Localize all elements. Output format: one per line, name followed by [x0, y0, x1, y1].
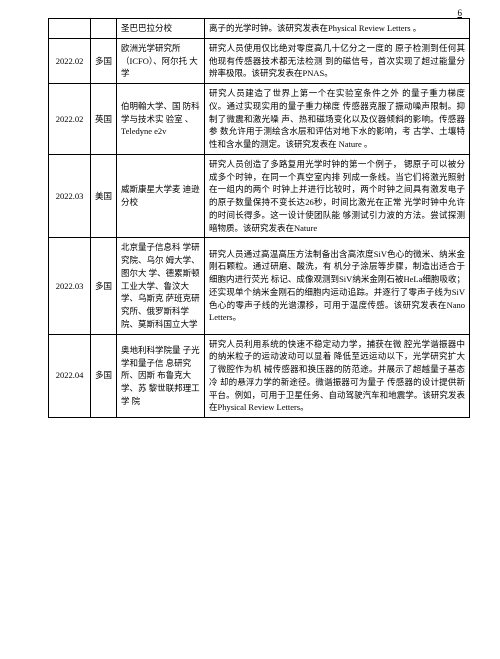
cell-country: 美国 [91, 154, 117, 238]
cell-date [49, 19, 91, 39]
cell-description: 研究人员利用系统的快速不稳定动力学，捕获在微 腔光学谐振器中的纳米粒子的运动波动… [205, 334, 470, 418]
cell-date: 2022.03 [49, 154, 91, 238]
table-row: 圣巴巴拉分校 离子的光学时钟。该研究发表在Physical Review Let… [49, 19, 470, 39]
cell-date: 2022.04 [49, 334, 91, 418]
cell-date: 2022.02 [49, 38, 91, 83]
table-row: 2022.03 美国 威斯康星大学麦 迪逊分校 研究人员创造了多路复用光学时钟的… [49, 154, 470, 238]
cell-description: 研究人员建造了世界上第一个在实验室条件之外 的量子重力梯度仪。通过实现实用的量子… [205, 84, 470, 155]
research-table: 圣巴巴拉分校 离子的光学时钟。该研究发表在Physical Review Let… [48, 18, 470, 418]
table-body: 圣巴巴拉分校 离子的光学时钟。该研究发表在Physical Review Let… [49, 19, 470, 418]
cell-date: 2022.03 [49, 238, 91, 334]
cell-country [91, 19, 117, 39]
table-row: 2022.04 多国 奥地利科学院量 子光学和量子信 息研究所、因斯 布鲁克大学… [49, 334, 470, 418]
cell-description: 研究人员通过高温高压方法制备出含高浓度SiV色心的微米、纳米金刚石颗粒。通过研磨… [205, 238, 470, 334]
cell-date: 2022.02 [49, 84, 91, 155]
table-row: 2022.03 多国 北京量子信息科 学研究院、乌尔 姆大学、图尔大 学、德累斯… [49, 238, 470, 334]
cell-institution: 欧洲光学研究所（ICFO）、阿尔托 大学 [117, 38, 205, 83]
cell-institution: 北京量子信息科 学研究院、乌尔 姆大学、图尔大 学、德累斯顿工业大学、鲁汶大 学… [117, 238, 205, 334]
cell-description: 研究人员创造了多路复用光学时钟的第一个例子， 锶原子可以被分成多个时钟，在同一个… [205, 154, 470, 238]
page-number: 6 [458, 8, 463, 18]
cell-institution: 奥地利科学院量 子光学和量子信 息研究所、因斯 布鲁克大学、苏 黎世联邦理工学 … [117, 334, 205, 418]
cell-institution: 伯明翰大学、国 防科学与技术实 验室 、Teledyne e2v [117, 84, 205, 155]
cell-description: 研究人员使用仅比绝对零度高几十亿分之一度的 原子检测到任何其他现有传感器技术都无… [205, 38, 470, 83]
cell-country: 多国 [91, 334, 117, 418]
cell-country: 多国 [91, 238, 117, 334]
table-row: 2022.02 多国 欧洲光学研究所（ICFO）、阿尔托 大学 研究人员使用仅比… [49, 38, 470, 83]
cell-country: 英国 [91, 84, 117, 155]
cell-description: 离子的光学时钟。该研究发表在Physical Review Letters 。 [205, 19, 470, 39]
table-row: 2022.02 英国 伯明翰大学、国 防科学与技术实 验室 、Teledyne … [49, 84, 470, 155]
cell-country: 多国 [91, 38, 117, 83]
cell-institution: 圣巴巴拉分校 [117, 19, 205, 39]
cell-institution: 威斯康星大学麦 迪逊分校 [117, 154, 205, 238]
